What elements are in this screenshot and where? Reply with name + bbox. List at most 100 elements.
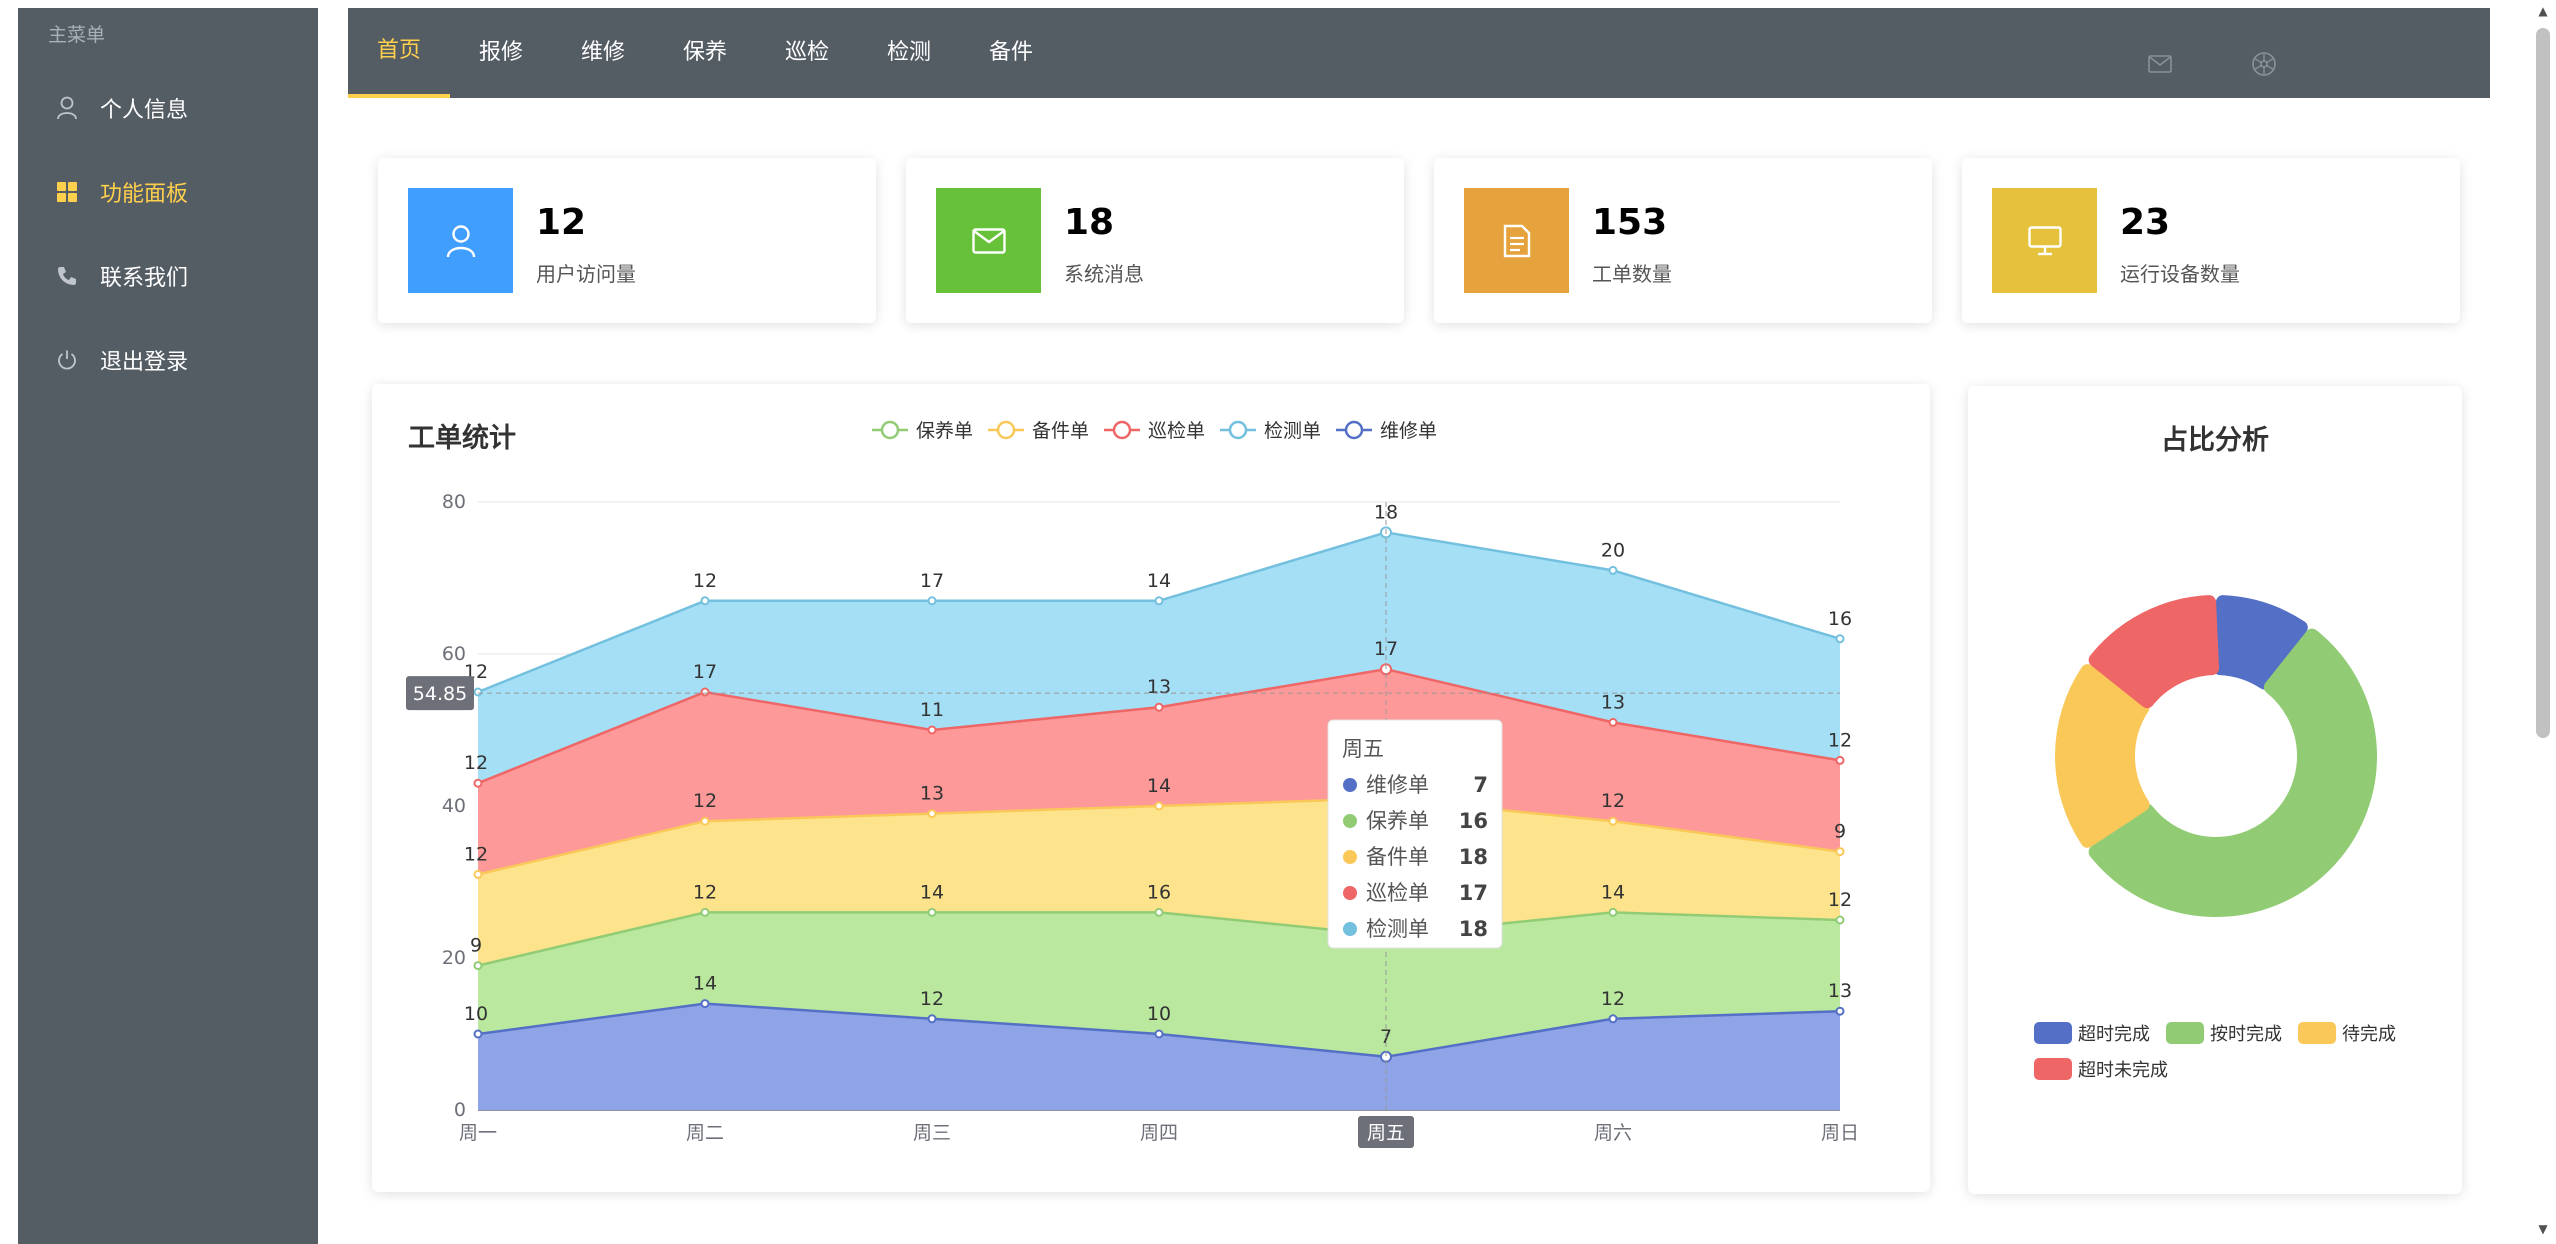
mail-icon[interactable] <box>2146 50 2174 78</box>
tab-testing[interactable]: 检测 <box>886 40 931 65</box>
data-label: 10 <box>1147 1003 1171 1025</box>
legend-marker <box>996 420 1016 440</box>
settings-wheel-icon[interactable] <box>2250 50 2278 78</box>
data-point <box>1154 907 1164 917</box>
data-label: 12 <box>1828 729 1852 751</box>
sidebar-item-contact[interactable]: 联系我们 <box>18 234 318 318</box>
data-point <box>1608 717 1618 727</box>
data-point <box>927 725 937 735</box>
sidebar-item-label: 个人信息 <box>100 98 189 123</box>
y-axis-pointer-label: 54.85 <box>413 683 467 705</box>
x-tick-label: 周日 <box>1821 1122 1859 1144</box>
tooltip-series-name: 检测单 <box>1366 917 1429 941</box>
stat-value: 153 <box>1592 202 1668 243</box>
donut-slice-超时完成 <box>2212 595 2308 690</box>
data-point <box>700 816 710 826</box>
sidebar-item-personal-info[interactable]: 个人信息 <box>18 66 318 150</box>
area-保养单 <box>478 912 1840 1057</box>
data-point <box>1835 634 1845 644</box>
data-point <box>473 778 483 788</box>
legend-label: 待完成 <box>2342 1024 2396 1045</box>
sidebar-item-label: 退出登录 <box>100 350 189 375</box>
tab-report-repair[interactable]: 报修 <box>478 40 523 65</box>
stat-label: 工单数量 <box>1592 262 1672 286</box>
data-point <box>700 907 710 917</box>
tooltip-series-name: 维修单 <box>1366 773 1429 797</box>
y-tick-label: 40 <box>442 795 466 817</box>
scroll-up-arrow[interactable]: ▲ <box>2538 4 2548 18</box>
sidebar-title: 主菜单 <box>48 24 106 46</box>
legend-label: 超时完成 <box>2078 1024 2150 1045</box>
legend-label: 备件单 <box>1032 420 1089 442</box>
sidebar-item-label: 功能面板 <box>100 182 189 207</box>
data-point <box>1608 565 1618 575</box>
data-label: 14 <box>1147 570 1171 592</box>
data-label: 9 <box>1834 821 1846 843</box>
data-point <box>1154 702 1164 712</box>
data-label: 13 <box>1601 691 1625 713</box>
data-label: 14 <box>1147 775 1171 797</box>
stat-card-messages: 18 系统消息 <box>906 158 1404 323</box>
donut-slice-超时未完成 <box>2088 595 2220 709</box>
x-tick-label: 周一 <box>459 1122 497 1144</box>
data-label: 16 <box>1828 608 1852 630</box>
scroll-down-arrow[interactable]: ▼ <box>2538 1222 2548 1236</box>
stat-card-work-orders: 153 工单数量 <box>1434 158 1932 323</box>
phone-icon <box>54 263 80 289</box>
data-label: 12 <box>464 752 488 774</box>
data-point <box>927 596 937 606</box>
power-icon <box>54 347 80 373</box>
data-point <box>927 907 937 917</box>
document-icon <box>1464 188 1569 293</box>
stat-label: 用户访问量 <box>536 262 636 286</box>
data-point <box>473 1029 483 1039</box>
data-label: 10 <box>464 1003 488 1025</box>
data-point <box>700 596 710 606</box>
legend-swatch <box>2034 1058 2072 1080</box>
tab-repair[interactable]: 维修 <box>580 40 625 65</box>
y-tick-label: 60 <box>442 643 466 665</box>
tab-spare-parts[interactable]: 备件 <box>988 40 1033 65</box>
stat-value: 12 <box>536 202 587 243</box>
legend-label: 巡检单 <box>1148 420 1205 442</box>
data-point <box>1608 1014 1618 1024</box>
data-point <box>1835 915 1845 925</box>
x-axis-pointer-label: 周五 <box>1367 1122 1405 1144</box>
scrollbar-thumb[interactable] <box>2536 28 2550 738</box>
data-label: 12 <box>464 843 488 865</box>
data-label: 14 <box>693 973 717 995</box>
data-point <box>1154 801 1164 811</box>
stat-label: 系统消息 <box>1064 262 1144 286</box>
envelope-icon <box>936 188 1041 293</box>
data-label: 11 <box>920 699 944 721</box>
data-label: 13 <box>920 783 944 805</box>
data-label: 12 <box>693 570 717 592</box>
grid-icon <box>54 179 80 205</box>
tooltip-series-name: 巡检单 <box>1366 881 1429 905</box>
tab-home[interactable]: 首页 <box>348 8 450 98</box>
data-point <box>1835 847 1845 857</box>
data-label: 13 <box>1147 676 1171 698</box>
sidebar-item-logout[interactable]: 退出登录 <box>18 318 318 402</box>
legend-label: 保养单 <box>916 420 973 442</box>
sidebar: 主菜单 个人信息 功能面板 联系我们 退出登录 <box>18 8 318 1244</box>
area-维修单 <box>478 1003 1840 1110</box>
data-label: 13 <box>1828 980 1852 1002</box>
sidebar-item-dashboard[interactable]: 功能面板 <box>18 150 318 234</box>
legend-swatch <box>2166 1022 2204 1044</box>
data-point <box>1608 816 1618 826</box>
area-chart[interactable]: 0 20 40 60 80 10 14 12 10 7 12 13 9 12 14 16 16 14 12 12 12 1… <box>372 384 1930 1192</box>
tab-inspection[interactable]: 巡检 <box>784 40 829 65</box>
tab-maintenance[interactable]: 保养 <box>682 40 727 65</box>
x-tick-label: 周四 <box>1140 1122 1178 1144</box>
y-tick-label: 80 <box>442 491 466 513</box>
tooltip-marker <box>1343 850 1357 864</box>
tooltip-series-name: 备件单 <box>1366 845 1429 869</box>
data-label: 12 <box>920 988 944 1010</box>
data-label: 14 <box>920 881 944 903</box>
tooltip-marker <box>1343 814 1357 828</box>
stat-value: 23 <box>2120 202 2171 243</box>
legend-marker <box>880 420 900 440</box>
legend-label: 按时完成 <box>2210 1024 2282 1045</box>
